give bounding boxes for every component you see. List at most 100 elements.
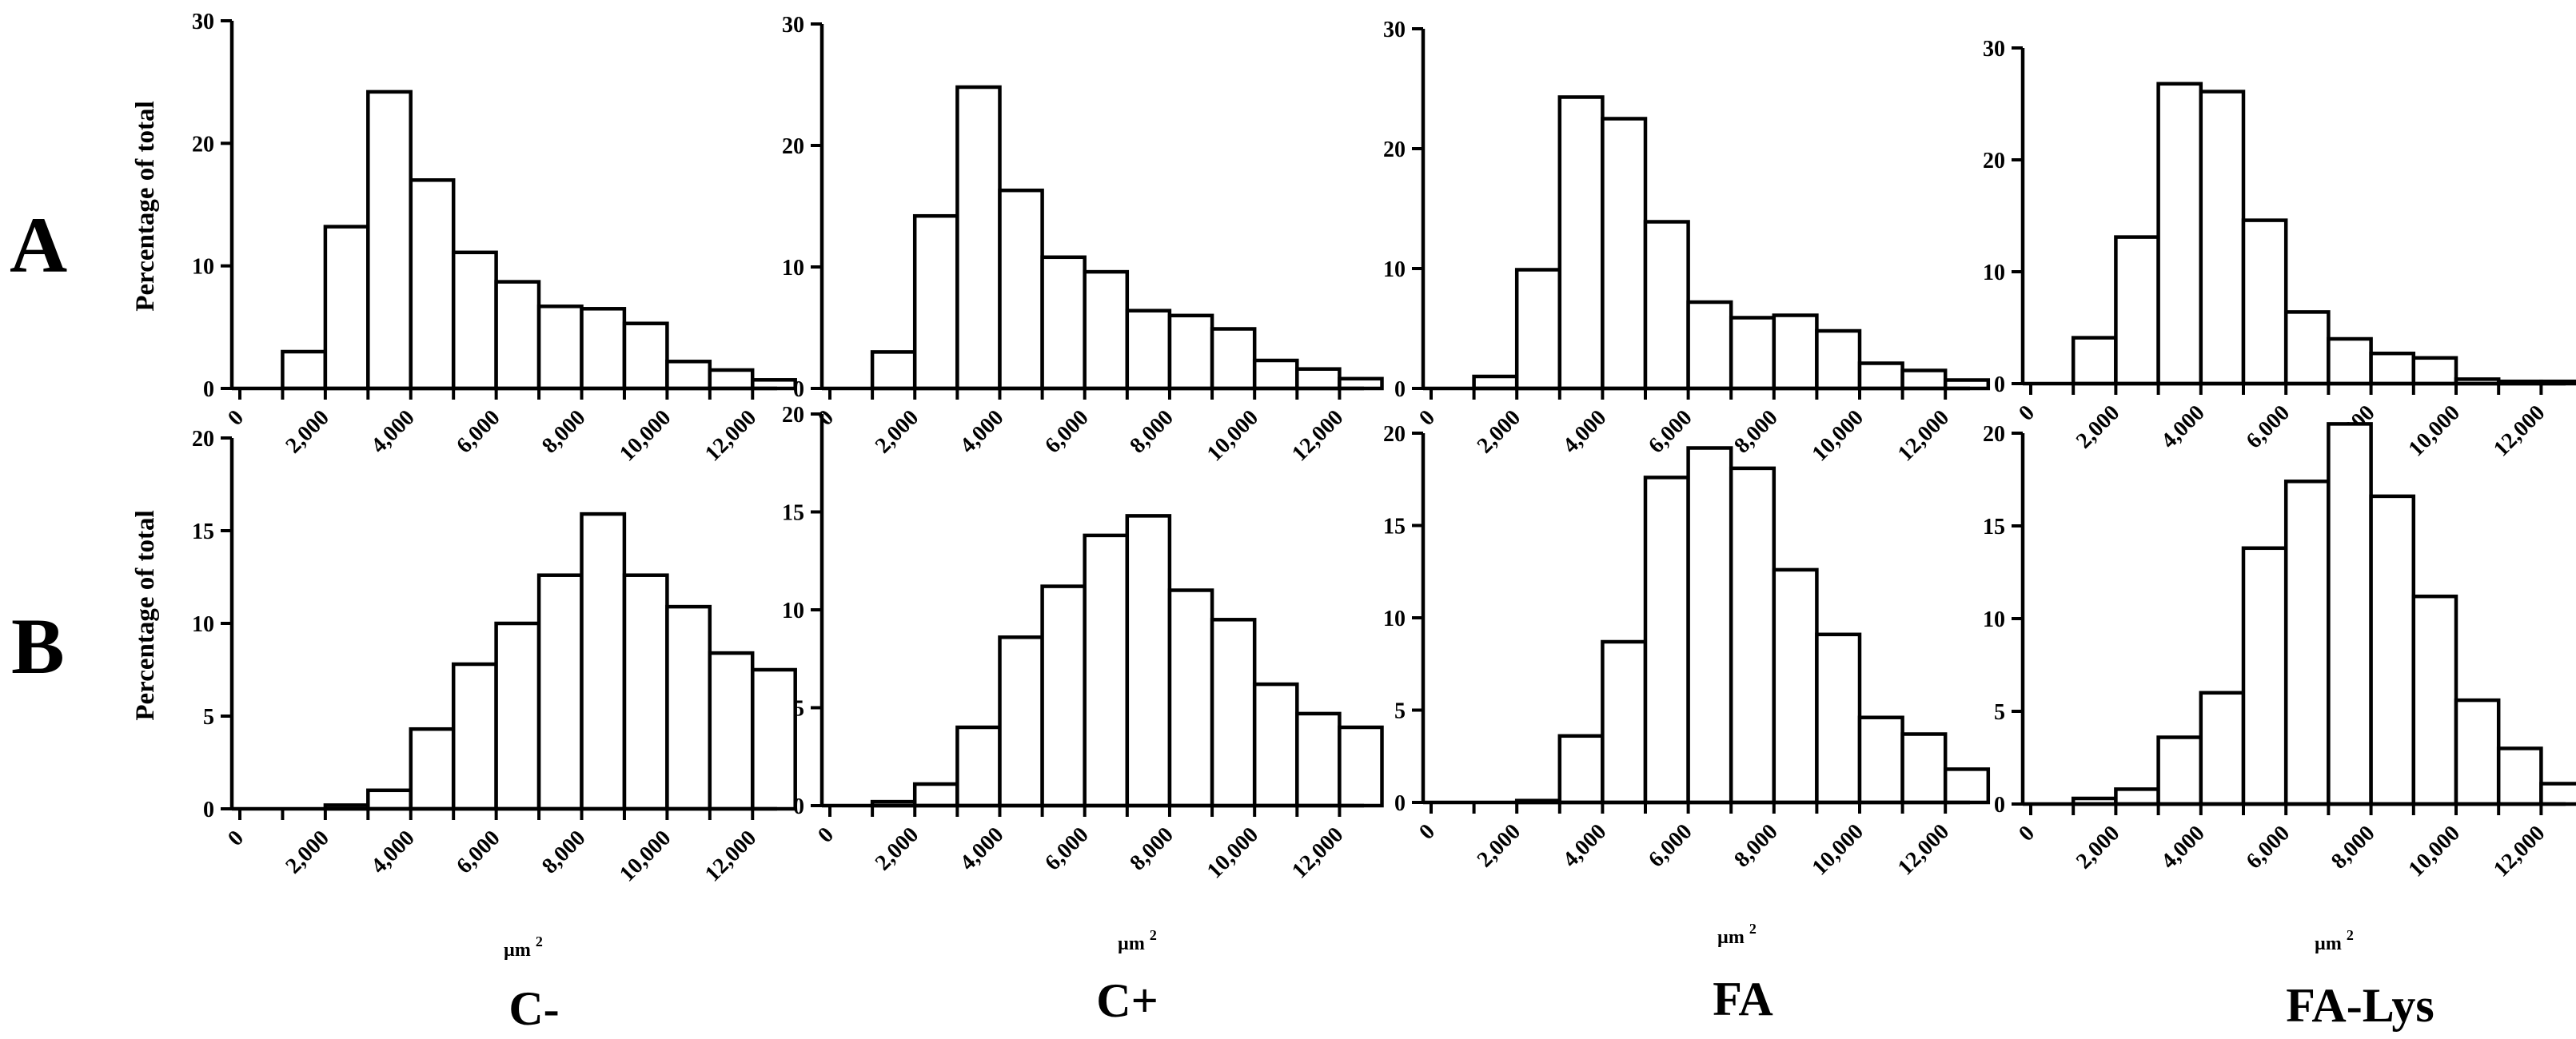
bar: [1772, 313, 1819, 391]
x-unit-label-3: µm 2: [1717, 921, 1757, 948]
x-tick-label: 10,000: [1202, 405, 1263, 466]
x-tick-label: 8,000: [1729, 819, 1782, 872]
x-tick-label: 6,000: [1644, 819, 1697, 872]
y-tick-label: 10: [1383, 257, 1406, 282]
x-tick-label: 6,000: [2242, 400, 2295, 453]
y-tick-label: 10: [782, 256, 804, 281]
y-tick-label: 20: [1983, 422, 2005, 447]
bar: [494, 621, 541, 811]
x-tick-label: 2,000: [281, 826, 333, 878]
y-tick-label: 20: [1383, 422, 1406, 447]
y-tick-label: 0: [1394, 791, 1406, 816]
bar: [1857, 715, 1904, 805]
y-tick-label: 10: [192, 255, 214, 280]
x-tick-label: 8,000: [537, 826, 590, 878]
bar: [1943, 767, 1991, 805]
bar: [870, 350, 917, 391]
x-tick-label: 8,000: [1125, 822, 1178, 875]
x-tick-label: 8,000: [1729, 405, 1782, 458]
x-unit-label-1: µm 2: [504, 934, 543, 961]
bar: [1167, 588, 1214, 808]
bar: [2496, 746, 2543, 806]
bar: [665, 604, 712, 811]
x-tick-label: 2,000: [281, 405, 333, 458]
bar: [622, 573, 669, 811]
panel-b-fa-lys: 0 5 10 15 20 0 2,000 4,000 6,000 8,000 10,000 12,00…: [1983, 422, 2576, 882]
bar: [1125, 309, 1172, 391]
bar: [536, 305, 584, 391]
bar: [955, 725, 1002, 808]
bar: [536, 573, 584, 811]
bar: [1295, 711, 1342, 808]
bar: [1252, 358, 1299, 391]
y-tick-label: 15: [1983, 515, 2005, 539]
x-tick-label: 0: [2014, 400, 2040, 426]
bar: [2411, 356, 2458, 386]
bar: [1900, 368, 1948, 391]
x-tick-label: 2,000: [2072, 400, 2124, 453]
x-tick-label: 10,000: [2404, 821, 2465, 882]
y-tick-label: 15: [782, 501, 804, 526]
y-tick-label: 0: [203, 798, 214, 822]
bar: [1040, 255, 1087, 391]
row-label-a: A: [10, 201, 67, 289]
bar: [281, 349, 328, 391]
bar: [409, 178, 456, 391]
bar: [2411, 594, 2458, 806]
bar: [665, 360, 712, 391]
x-tick-label: 10,000: [1808, 405, 1868, 466]
bar: [2369, 351, 2416, 386]
x-tick-label: 12,000: [1287, 822, 1348, 883]
y-tick-label: 10: [1383, 607, 1406, 631]
bar: [2199, 691, 2246, 806]
bar: [998, 188, 1044, 391]
x-tick-label: 10,000: [2404, 400, 2465, 461]
bar: [1857, 361, 1904, 391]
bar: [2283, 480, 2331, 806]
y-tick-label: 20: [1383, 137, 1406, 162]
y-tick-label: 20: [782, 403, 804, 428]
x-tick-label: 8,000: [1125, 405, 1178, 458]
bar: [2283, 310, 2331, 386]
x-tick-label: 0: [2014, 821, 2040, 846]
x-tick-label: 4,000: [955, 405, 1008, 458]
bar: [409, 727, 456, 811]
bar: [912, 213, 959, 391]
x-tick-label: 4,000: [955, 822, 1008, 875]
y-tick-label: 30: [782, 13, 804, 38]
x-tick-label: 10,000: [1202, 822, 1263, 883]
bar: [1252, 682, 1299, 808]
bar: [1167, 313, 1214, 391]
y-tick-label: 10: [1983, 607, 2005, 632]
x-tick-label: 12,000: [700, 826, 761, 886]
y-tick-label: 5: [1994, 700, 2005, 725]
x-tick-label: 12,000: [2489, 821, 2550, 882]
bar: [912, 782, 959, 808]
bar: [1729, 466, 1776, 805]
y-tick-label: 5: [793, 697, 804, 722]
x-tick-label: 8,000: [537, 405, 590, 458]
x-tick-label: 2,000: [1473, 405, 1525, 458]
x-tick-label: 6,000: [1040, 822, 1093, 875]
x-tick-label: 4,000: [1558, 819, 1611, 872]
bar: [622, 321, 669, 391]
bar: [1338, 725, 1384, 808]
bar: [1643, 220, 1690, 391]
bar: [2199, 90, 2246, 386]
bar: [998, 635, 1044, 808]
bar: [323, 225, 370, 391]
bar: [1295, 367, 1342, 391]
y-tick-label: 0: [1994, 372, 2005, 397]
y-tick-label: 0: [1994, 793, 2005, 818]
bar: [1083, 533, 1130, 808]
y-tick-label: 20: [192, 427, 214, 452]
y-tick-label: 30: [1983, 37, 2005, 62]
y-axis-title-row-a: Percentage of total: [131, 101, 160, 311]
y-tick-label: 10: [782, 599, 804, 623]
y-tick-label: 5: [203, 705, 214, 730]
x-tick-label: 0: [223, 405, 249, 431]
y-tick-label: 10: [1983, 261, 2005, 285]
x-tick-label: 12,000: [1893, 405, 1954, 466]
row-label-b: B: [11, 602, 65, 691]
